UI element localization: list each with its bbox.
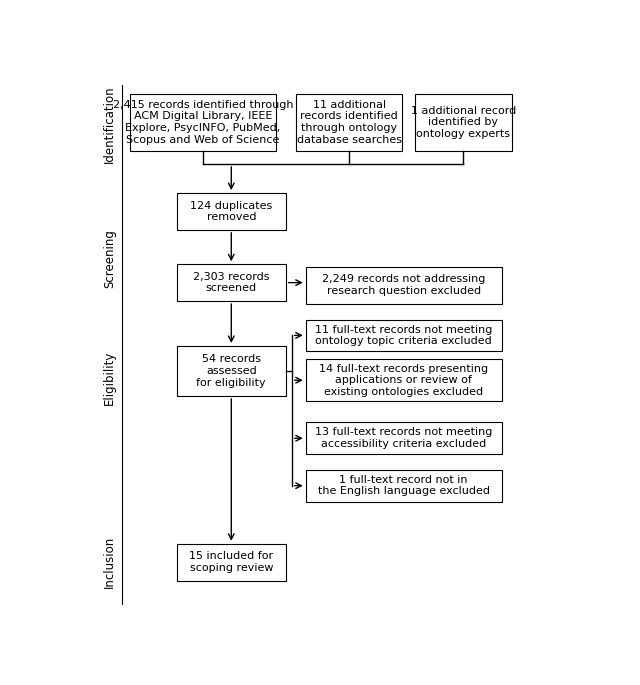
Text: 14 full-text records presenting
applications or review of
existing ontologies ex: 14 full-text records presenting applicat… xyxy=(319,364,488,397)
Text: 54 records
assessed
for eligibility: 54 records assessed for eligibility xyxy=(196,354,266,388)
FancyBboxPatch shape xyxy=(177,346,286,396)
FancyBboxPatch shape xyxy=(306,359,502,401)
FancyBboxPatch shape xyxy=(306,470,502,501)
FancyBboxPatch shape xyxy=(296,94,403,151)
Text: Screening: Screening xyxy=(103,229,116,288)
Text: 2,249 records not addressing
research question excluded: 2,249 records not addressing research qu… xyxy=(322,275,485,296)
Text: 15 included for
scoping review: 15 included for scoping review xyxy=(189,551,273,573)
Text: 13 full-text records not meeting
accessibility criteria excluded: 13 full-text records not meeting accessi… xyxy=(315,427,492,449)
FancyBboxPatch shape xyxy=(177,193,286,230)
Text: Eligibility: Eligibility xyxy=(103,351,116,405)
FancyBboxPatch shape xyxy=(177,544,286,581)
Text: Inclusion: Inclusion xyxy=(103,536,116,588)
Text: 1 full-text record not in
the English language excluded: 1 full-text record not in the English la… xyxy=(317,475,490,497)
Text: Identification: Identification xyxy=(103,86,116,163)
FancyBboxPatch shape xyxy=(415,94,511,151)
Text: 1 additional record
identified by
ontology experts: 1 additional record identified by ontolo… xyxy=(410,105,516,139)
Text: 2,303 records
screened: 2,303 records screened xyxy=(193,272,269,293)
FancyBboxPatch shape xyxy=(306,319,502,351)
Text: 2,415 records identified through
ACM Digital Library, IEEE
Explore, PsycINFO, Pu: 2,415 records identified through ACM Dig… xyxy=(113,100,293,145)
FancyBboxPatch shape xyxy=(177,264,286,301)
Text: 124 duplicates
removed: 124 duplicates removed xyxy=(190,201,273,222)
FancyBboxPatch shape xyxy=(306,423,502,454)
FancyBboxPatch shape xyxy=(129,94,276,151)
Text: 11 additional
records identified
through ontology
database searches: 11 additional records identified through… xyxy=(296,100,401,145)
FancyBboxPatch shape xyxy=(306,267,502,303)
Text: 11 full-text records not meeting
ontology topic criteria excluded: 11 full-text records not meeting ontolog… xyxy=(315,325,492,346)
